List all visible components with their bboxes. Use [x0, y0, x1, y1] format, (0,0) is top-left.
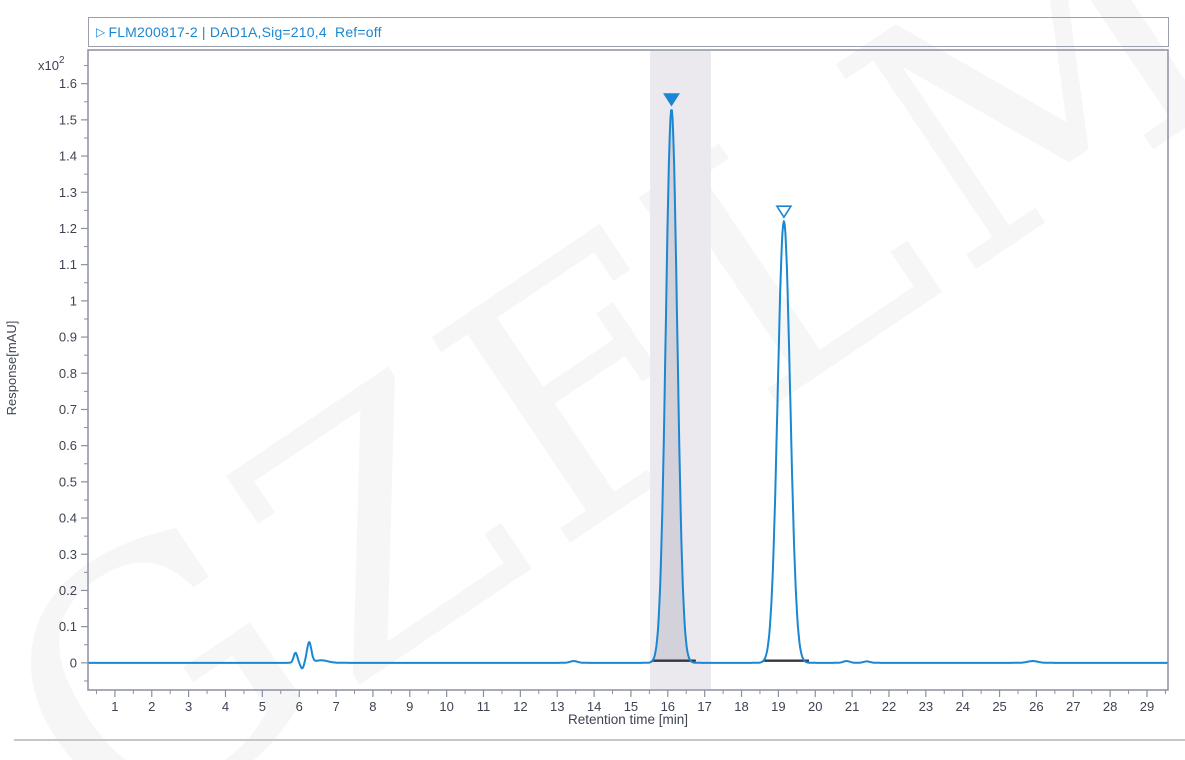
separator-line: [14, 739, 1185, 741]
x-tick-label: 12: [513, 699, 527, 714]
peak-marker-1[interactable]: [663, 93, 680, 107]
signal-expand-icon: ▷: [96, 25, 106, 39]
x-tick-label: 28: [1103, 699, 1117, 714]
y-tick-label: 1.4: [59, 149, 77, 164]
y-axis-title: Response[mAU]: [4, 321, 19, 416]
y-tick-label: 0.9: [59, 330, 77, 345]
x-tick-label: 15: [624, 699, 638, 714]
x-tick-label: 2: [148, 699, 155, 714]
x-tick-label: 17: [697, 699, 711, 714]
x-tick-label: 27: [1066, 699, 1080, 714]
x-tick-label: 5: [259, 699, 266, 714]
x-tick-label: 18: [734, 699, 748, 714]
y-tick-label: 0.3: [59, 547, 77, 562]
y-tick-label: 0.1: [59, 619, 77, 634]
x-tick-label: 22: [882, 699, 896, 714]
x-axis-title: Retention time [min]: [568, 712, 688, 727]
x-tick-label: 3: [185, 699, 192, 714]
x-tick-label: 13: [550, 699, 564, 714]
x-tick-label: 21: [845, 699, 859, 714]
y-tick-label: 1.3: [59, 185, 77, 200]
x-tick-label: 7: [332, 699, 339, 714]
x-tick-label: 11: [477, 699, 491, 714]
x-tick-label: 26: [1029, 699, 1043, 714]
x-tick-label: 23: [919, 699, 933, 714]
y-tick-label: 0.8: [59, 366, 77, 381]
y-tick-label: 0.7: [59, 402, 77, 417]
peak-fill: [652, 109, 696, 663]
x-tick-label: 16: [661, 699, 675, 714]
signal-header[interactable]: ▷ FLM200817-2 | DAD1A,Sig=210,4 Ref=off: [88, 17, 1169, 47]
x-tick-label: 10: [439, 699, 453, 714]
plot-layers: 1 2 3 4 5 6 7 8 9 10 11 12 13 14 15 16 17 18 19 20 21 22 23 24 2…: [59, 49, 1169, 714]
y-tick-label: 0: [70, 655, 77, 670]
y-axis-multiplier: x102: [38, 55, 65, 73]
x-tick-label: 14: [587, 699, 601, 714]
x-tick-label: 20: [808, 699, 822, 714]
y-tick-label: 1: [70, 293, 77, 308]
peak-marker-2[interactable]: [775, 205, 793, 219]
y-tick-label: 0.4: [59, 511, 77, 526]
plot-border: [87, 49, 1169, 691]
x-tick-label: 29: [1140, 699, 1154, 714]
x-tick-label: 25: [992, 699, 1006, 714]
y-tick-label: 0.2: [59, 583, 77, 598]
x-tick-label: 9: [406, 699, 413, 714]
x-tick-label: 6: [296, 699, 303, 714]
y-tick-label: 1.1: [59, 257, 77, 272]
x-tick-label: 4: [222, 699, 229, 714]
y-tick-label: 1.5: [59, 112, 77, 127]
y-tick-label: 1.2: [59, 221, 77, 236]
y-tick-label: 1.6: [59, 76, 77, 91]
x-tick-label: 8: [369, 699, 376, 714]
x-tick-label: 19: [771, 699, 785, 714]
x-tick-label: 24: [955, 699, 969, 714]
signal-title: FLM200817-2 | DAD1A,Sig=210,4 Ref=off: [108, 24, 382, 40]
y-tick-label: 0.6: [59, 438, 77, 453]
x-tick-label: 1: [111, 699, 118, 714]
y-tick-label: 0.5: [59, 474, 77, 489]
trace-line: [87, 109, 1169, 670]
